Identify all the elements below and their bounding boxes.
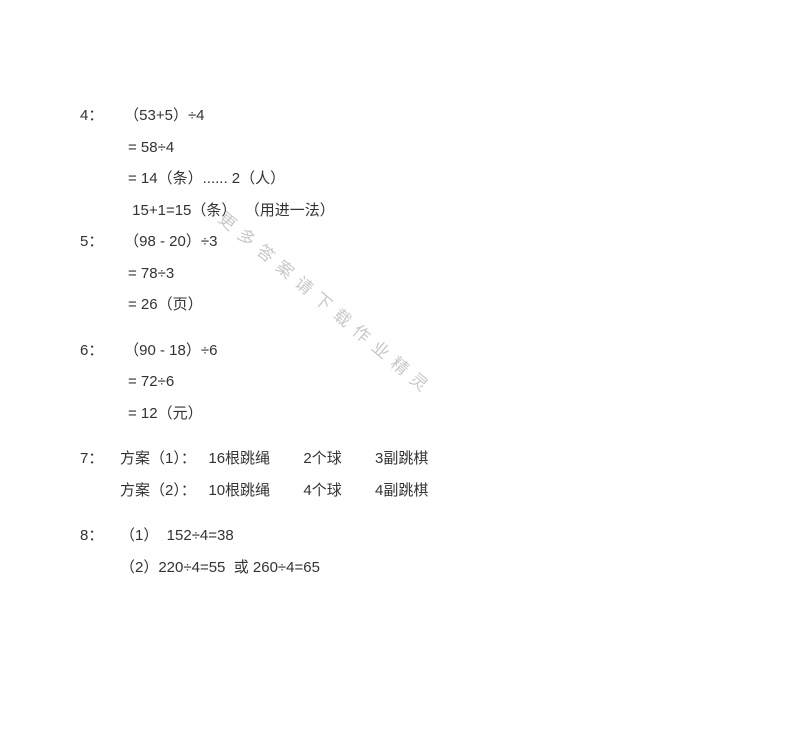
problem-7-line-1: 7：方案（1）： 16根跳绳 2个球 3副跳棋 [80, 443, 720, 475]
problem-8-label-empty [80, 552, 120, 584]
problem-8-line-2: （2）220÷4=55 或 260÷4=65 [80, 552, 720, 584]
problem-7-line-2: 方案（2）： 10根跳绳 4个球 4副跳棋 [80, 475, 720, 507]
problem-8-label: 8： [80, 520, 120, 552]
problem-5-expr-1: （98 - 20）÷3 [120, 233, 217, 250]
problem-6-line-2: = 72÷6 [80, 366, 720, 398]
problem-5-line-1: 5： （98 - 20）÷3 [80, 226, 720, 258]
problem-6-line-3: = 12（元） [80, 398, 720, 430]
spacer [80, 321, 720, 335]
problem-4-line-3: = 14（条）...... 2（人） [80, 163, 720, 195]
problem-6-label: 6： [80, 335, 120, 367]
problem-7-plan-2: 方案（2）： 10根跳绳 4个球 4副跳棋 [120, 482, 428, 499]
problem-5-line-2: = 78÷3 [80, 258, 720, 290]
problem-5-line-3: = 26（页） [80, 289, 720, 321]
spacer [80, 506, 720, 520]
problem-6-line-1: 6： （90 - 18）÷6 [80, 335, 720, 367]
problem-4-label: 4： [80, 100, 120, 132]
problem-4-line-2: = 58÷4 [80, 132, 720, 164]
problem-5-label: 5： [80, 226, 120, 258]
problem-4-expr-1: （53+5）÷4 [120, 107, 205, 124]
problem-7-plan-1: 方案（1）： 16根跳绳 2个球 3副跳棋 [120, 450, 428, 467]
problem-8-sub-2: （2）220÷4=55 或 260÷4=65 [120, 559, 320, 576]
problem-8-line-1: 8：（1） 152÷4=38 [80, 520, 720, 552]
problem-6-expr-1: （90 - 18）÷6 [120, 342, 217, 359]
problem-4-line-4: 15+1=15（条） （用进一法） [80, 195, 720, 227]
problem-7-label: 7： [80, 443, 120, 475]
spacer [80, 429, 720, 443]
problem-7-label-empty [80, 475, 120, 507]
problem-4-line-1: 4： （53+5）÷4 [80, 100, 720, 132]
document-body: 4： （53+5）÷4 = 58÷4 = 14（条）...... 2（人） 15… [0, 0, 800, 623]
problem-8-sub-1: （1） 152÷4=38 [120, 527, 234, 544]
